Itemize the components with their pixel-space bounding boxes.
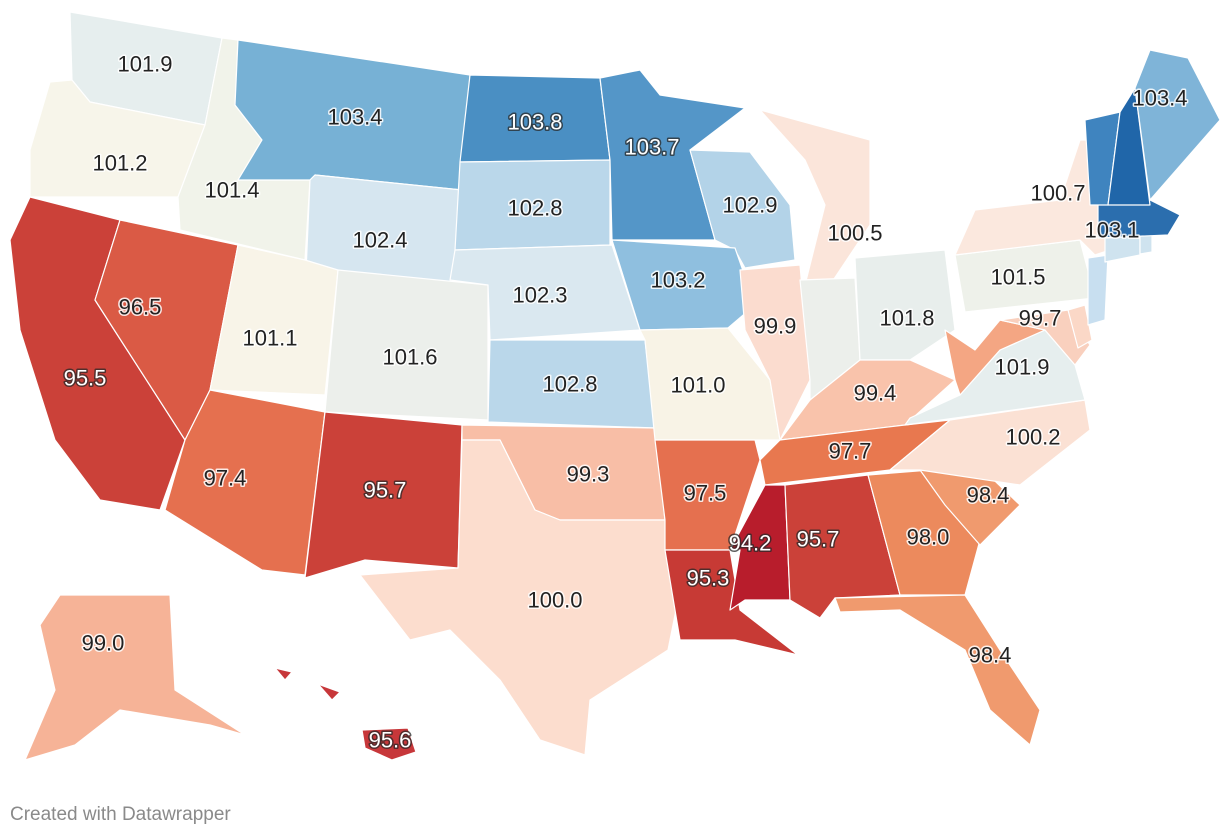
value-label-ne: 102.3	[512, 283, 567, 308]
value-label-ma: 103.1	[1084, 218, 1139, 243]
value-label-il: 99.9	[754, 314, 797, 339]
state-ak[interactable]	[24, 594, 246, 761]
state-value-labels: 101.9 101.2 101.4 103.4 102.4 103.8 102.8 103.7…	[62, 50, 1189, 754]
value-label-ms: 94.2	[729, 531, 772, 556]
value-label-az: 97.4	[204, 466, 247, 491]
value-label-wy: 102.4	[352, 228, 407, 253]
value-label-mt: 103.4	[327, 105, 382, 130]
state-md[interactable]	[999, 309, 1091, 366]
value-label-ny: 100.7	[1030, 181, 1085, 206]
state-ia[interactable]	[611, 239, 756, 331]
value-label-sd: 102.8	[507, 196, 562, 221]
value-label-ak: 99.0	[82, 631, 125, 656]
value-label-id: 101.4	[204, 178, 259, 203]
value-label-or: 101.2	[92, 151, 147, 176]
state-nh[interactable]	[1107, 87, 1151, 206]
value-label-hi: 95.6	[369, 728, 412, 753]
value-label-fl: 98.4	[969, 643, 1012, 668]
value-label-ar: 97.5	[684, 481, 727, 506]
state-ri[interactable]	[1139, 233, 1153, 255]
value-label-ca: 95.5	[64, 366, 107, 391]
state-oh[interactable]	[854, 249, 956, 361]
credit-text[interactable]: Created with Datawrapper	[10, 804, 231, 825]
value-label-wi: 102.9	[722, 193, 777, 218]
value-label-mi: 100.5	[827, 221, 882, 246]
state-wv[interactable]	[944, 319, 1046, 396]
value-label-nc: 100.2	[1005, 425, 1060, 450]
state-hi[interactable]	[274, 667, 417, 761]
value-label-me: 103.4	[1132, 86, 1187, 111]
value-label-al: 95.7	[797, 527, 840, 552]
value-label-co: 101.6	[382, 345, 437, 370]
state-nm[interactable]	[304, 411, 463, 579]
value-label-oh: 101.8	[879, 306, 934, 331]
value-label-ks: 102.8	[542, 372, 597, 397]
value-label-wa: 101.9	[117, 52, 172, 77]
value-label-ga: 98.0	[907, 525, 950, 550]
value-label-ut: 101.1	[242, 326, 297, 351]
state-wi[interactable]	[689, 149, 796, 269]
value-label-nm: 95.7	[364, 478, 407, 503]
value-label-tx: 100.0	[527, 588, 582, 613]
state-nj[interactable]	[1087, 254, 1109, 326]
value-label-wv: 99.7	[1019, 306, 1062, 331]
value-label-nv: 96.5	[119, 295, 162, 320]
value-label-tn: 97.7	[829, 439, 872, 464]
value-label-la: 95.3	[687, 566, 730, 591]
value-label-nd: 103.8	[507, 110, 562, 135]
state-ut[interactable]	[209, 244, 339, 396]
state-tx[interactable]	[359, 439, 681, 756]
value-label-mn: 103.7	[624, 135, 679, 160]
state-shapes	[9, 11, 1220, 761]
state-de[interactable]	[1067, 304, 1093, 349]
value-label-va: 101.9	[994, 355, 1049, 380]
value-label-ia: 103.2	[650, 268, 705, 293]
state-or[interactable]	[29, 79, 206, 198]
value-label-ky: 99.4	[854, 381, 897, 406]
state-fl[interactable]	[834, 594, 1041, 746]
value-label-ok: 99.3	[567, 462, 610, 487]
state-nc[interactable]	[889, 399, 1091, 486]
value-label-pa: 101.5	[990, 265, 1045, 290]
value-label-sc: 98.4	[967, 483, 1010, 508]
state-me[interactable]	[1134, 49, 1220, 201]
value-label-mo: 101.0	[670, 373, 725, 398]
